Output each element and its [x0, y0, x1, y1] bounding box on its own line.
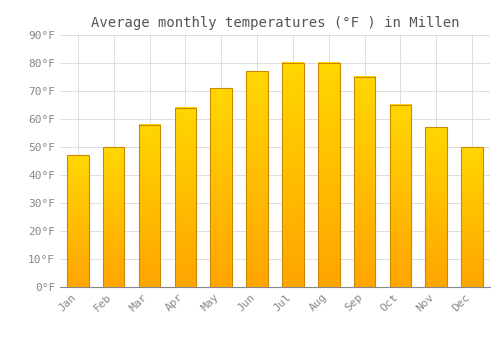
- Bar: [462, 147, 483, 287]
- Bar: [318, 63, 340, 287]
- Bar: [174, 108, 196, 287]
- Bar: [210, 88, 232, 287]
- Bar: [390, 105, 411, 287]
- Bar: [139, 125, 160, 287]
- Bar: [246, 71, 268, 287]
- Bar: [103, 147, 124, 287]
- Bar: [282, 63, 304, 287]
- Bar: [426, 127, 447, 287]
- Bar: [67, 155, 88, 287]
- Bar: [354, 77, 376, 287]
- Title: Average monthly temperatures (°F ) in Millen: Average monthly temperatures (°F ) in Mi…: [91, 16, 459, 30]
